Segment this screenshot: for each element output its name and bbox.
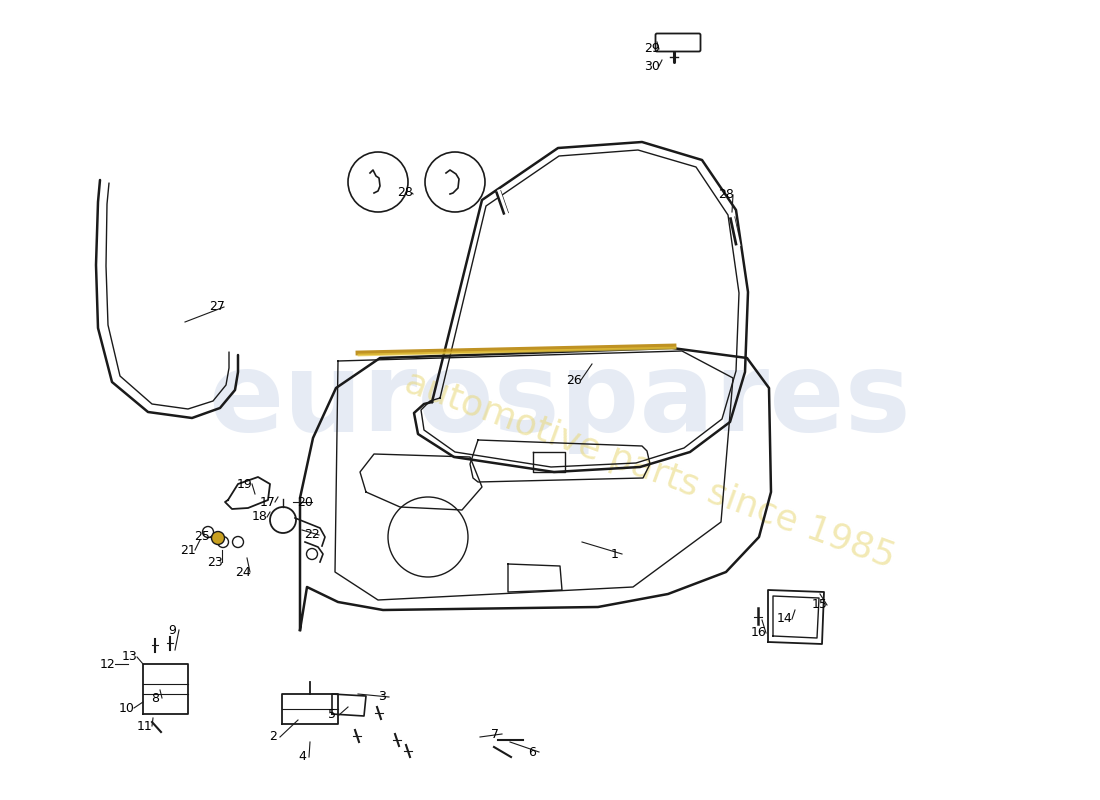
Text: 9: 9: [168, 623, 176, 637]
Text: automotive parts since 1985: automotive parts since 1985: [400, 366, 900, 574]
Text: eurospares: eurospares: [209, 346, 912, 454]
Text: 17: 17: [260, 495, 276, 509]
Text: 26: 26: [566, 374, 582, 386]
Text: 6: 6: [528, 746, 536, 758]
Text: 23: 23: [207, 555, 223, 569]
Text: 21: 21: [180, 543, 196, 557]
Text: 7: 7: [491, 727, 499, 741]
Text: 10: 10: [119, 702, 135, 714]
Text: 12: 12: [100, 658, 116, 670]
Text: 8: 8: [151, 691, 160, 705]
Text: 4: 4: [298, 750, 306, 763]
Text: 29: 29: [645, 42, 660, 55]
Text: 22: 22: [304, 529, 320, 542]
Text: 20: 20: [297, 495, 312, 509]
Text: 30: 30: [645, 59, 660, 73]
Text: 18: 18: [252, 510, 268, 523]
Text: 28: 28: [718, 189, 734, 202]
Text: 1: 1: [612, 547, 619, 561]
Text: 11: 11: [138, 719, 153, 733]
Text: 2: 2: [270, 730, 277, 743]
Text: 25: 25: [194, 530, 210, 543]
Text: 14: 14: [777, 613, 793, 626]
Text: 3: 3: [378, 690, 386, 703]
Text: 15: 15: [812, 598, 828, 611]
Text: 13: 13: [122, 650, 138, 663]
Text: 27: 27: [209, 301, 224, 314]
Text: 28: 28: [397, 186, 412, 199]
Text: 16: 16: [751, 626, 767, 639]
Circle shape: [211, 531, 224, 545]
Text: 24: 24: [235, 566, 251, 578]
Text: 19: 19: [238, 478, 253, 490]
Text: 5: 5: [328, 709, 336, 722]
